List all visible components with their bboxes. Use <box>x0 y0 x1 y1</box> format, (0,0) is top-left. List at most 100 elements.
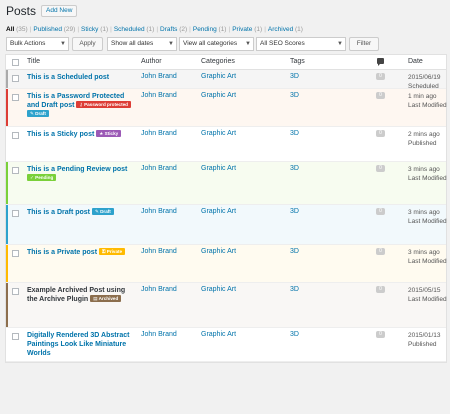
status-badge: ▤ Archived <box>90 295 122 302</box>
category-link[interactable]: Graphic Art <box>201 92 237 99</box>
category-link[interactable]: Graphic Art <box>201 165 237 172</box>
comment-count-bubble[interactable]: 0 <box>376 248 385 255</box>
table-row: This is a Sticky post ★ Sticky John Brand… <box>6 127 446 162</box>
check-icon: ✓ <box>30 175 34 180</box>
view-separator: | <box>189 26 191 33</box>
status-color-bar <box>6 283 8 327</box>
apply-button[interactable]: Apply <box>72 37 103 51</box>
star-icon: ★ <box>99 131 104 136</box>
category-link[interactable]: Graphic Art <box>201 208 237 215</box>
comment-count-bubble[interactable]: 0 <box>376 331 385 338</box>
post-status: Last Modified <box>408 218 447 225</box>
post-status: Last Modified <box>408 102 447 109</box>
date-cell: 3 mins ago Last Modified <box>408 208 448 226</box>
tag-link[interactable]: 3D <box>290 208 299 215</box>
post-status: Published <box>408 341 437 348</box>
view-link-scheduled[interactable]: Scheduled <box>113 26 145 33</box>
column-title[interactable]: Title <box>27 58 40 65</box>
tag-link[interactable]: 3D <box>290 286 299 293</box>
author-link[interactable]: John Brand <box>141 286 177 293</box>
posts-table: Title Author Categories Tags Date This i… <box>5 54 447 363</box>
bulk-actions-select[interactable]: Bulk Actions ▼ <box>6 37 69 51</box>
view-link-published[interactable]: Published <box>33 26 62 33</box>
row-checkbox[interactable] <box>12 167 19 174</box>
categories-select[interactable]: View all categories ▼ <box>179 37 254 51</box>
filter-button[interactable]: Filter <box>349 37 379 51</box>
category-link[interactable]: Graphic Art <box>201 73 237 80</box>
post-date: 3 mins ago <box>408 166 440 173</box>
category-link[interactable]: Graphic Art <box>201 331 237 338</box>
post-title-link[interactable]: This is a Draft post <box>27 209 91 216</box>
category-link[interactable]: Graphic Art <box>201 130 237 137</box>
author-link[interactable]: John Brand <box>141 208 177 215</box>
post-title-link[interactable]: This is a Sticky post <box>27 131 95 138</box>
table-row: Digitally Rendered 3D Abstract Paintings… <box>6 328 446 362</box>
view-count: (2) <box>179 26 188 33</box>
view-link-sticky[interactable]: Sticky <box>81 26 99 33</box>
view-link-pending[interactable]: Pending <box>192 26 217 33</box>
view-link-all[interactable]: All <box>6 26 15 33</box>
post-title-link[interactable]: This is a Pending Review post <box>27 166 128 173</box>
tag-link[interactable]: 3D <box>290 92 299 99</box>
filter-bar: Bulk Actions ▼ Apply Show all dates ▼ View… <box>6 37 446 51</box>
view-link-private[interactable]: Private <box>232 26 253 33</box>
comment-count-bubble[interactable]: 0 <box>376 208 385 215</box>
dates-select[interactable]: Show all dates ▼ <box>107 37 177 51</box>
row-checkbox[interactable] <box>12 94 19 101</box>
row-checkbox[interactable] <box>12 333 19 340</box>
tag-link[interactable]: 3D <box>290 331 299 338</box>
author-link[interactable]: John Brand <box>141 248 177 255</box>
author-link[interactable]: John Brand <box>141 331 177 338</box>
comment-bubble-icon[interactable] <box>377 58 384 66</box>
date-cell: 2015/01/13 Published <box>408 331 448 349</box>
author-link[interactable]: John Brand <box>141 130 177 137</box>
view-separator: | <box>156 26 159 33</box>
category-link[interactable]: Graphic Art <box>201 248 237 255</box>
post-title-link[interactable]: This is a Password Protected and Draft p… <box>27 93 125 109</box>
post-date: 2015/06/19 <box>408 74 441 81</box>
row-checkbox[interactable] <box>12 75 19 82</box>
tag-link[interactable]: 3D <box>290 130 299 137</box>
comment-count-bubble[interactable]: 0 <box>376 286 385 293</box>
view-count: (29) <box>63 26 76 33</box>
row-checkbox[interactable] <box>12 288 19 295</box>
comment-count-bubble[interactable]: 0 <box>376 165 385 172</box>
title-cell: This is a Pending Review post ✓ Pending <box>27 165 135 183</box>
tag-link[interactable]: 3D <box>290 248 299 255</box>
column-author: Author <box>141 58 162 65</box>
post-title-link[interactable]: Digitally Rendered 3D Abstract Paintings… <box>27 332 130 357</box>
page-title: Posts <box>6 4 37 18</box>
post-status: Last Modified <box>408 175 447 182</box>
post-date: 2 mins ago <box>408 131 440 138</box>
post-title-link[interactable]: This is a Private post <box>27 249 98 256</box>
date-cell: 3 mins ago Last Modified <box>408 248 448 266</box>
post-title-link[interactable]: This is a Scheduled post <box>27 74 110 81</box>
author-link[interactable]: John Brand <box>141 73 177 80</box>
tag-link[interactable]: 3D <box>290 73 299 80</box>
post-title-link[interactable]: Example Archived Post using the Archive … <box>27 287 126 303</box>
table-row: This is a Password Protected and Draft p… <box>6 89 447 127</box>
column-date[interactable]: Date <box>408 58 423 65</box>
comment-count-bubble[interactable]: 0 <box>376 73 385 80</box>
row-checkbox[interactable] <box>12 132 19 139</box>
title-cell: This is a Password Protected and Draft p… <box>27 92 135 119</box>
status-color-bar <box>6 89 8 126</box>
view-link-drafts[interactable]: Drafts <box>160 26 178 33</box>
chevron-down-icon: ▼ <box>245 41 251 47</box>
add-new-button[interactable]: Add New <box>41 4 78 18</box>
row-checkbox[interactable] <box>12 250 19 257</box>
row-checkbox[interactable] <box>12 210 19 217</box>
author-link[interactable]: John Brand <box>141 165 177 172</box>
select-all-checkbox[interactable] <box>12 59 19 66</box>
key-icon: ⚷ <box>79 102 83 107</box>
view-link-archived[interactable]: Archived <box>267 26 294 33</box>
view-separator: | <box>77 26 80 33</box>
author-link[interactable]: John Brand <box>141 92 177 99</box>
comment-count-bubble[interactable]: 0 <box>376 130 385 137</box>
title-cell: Example Archived Post using the Archive … <box>27 286 135 304</box>
comment-count-bubble[interactable]: 0 <box>376 92 385 99</box>
tag-link[interactable]: 3D <box>290 165 299 172</box>
seo-scores-select[interactable]: All SEO Scores ▼ <box>256 37 346 51</box>
post-date: 1 min ago <box>408 93 437 100</box>
category-link[interactable]: Graphic Art <box>201 286 237 293</box>
